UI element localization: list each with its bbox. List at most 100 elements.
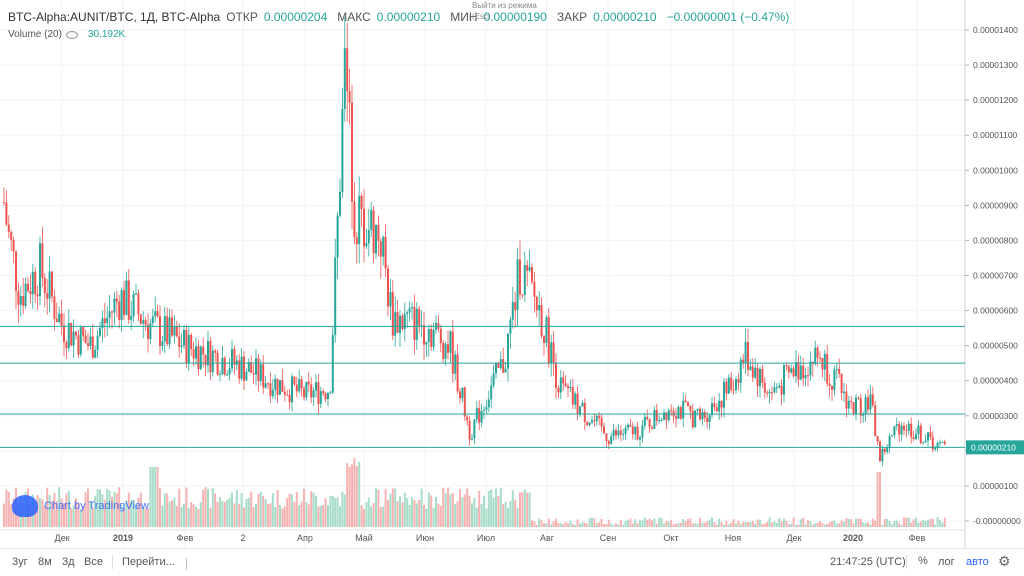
candle-body[interactable] bbox=[713, 403, 716, 408]
candle-body[interactable] bbox=[787, 366, 790, 373]
candle-body[interactable] bbox=[559, 377, 562, 393]
candle-body[interactable] bbox=[15, 251, 17, 291]
candle-body[interactable] bbox=[214, 350, 217, 353]
candle-body[interactable] bbox=[543, 336, 545, 343]
candle-body[interactable] bbox=[264, 383, 267, 388]
candle-body[interactable] bbox=[89, 336, 92, 347]
candle-body[interactable] bbox=[867, 397, 869, 410]
log-scale-toggle[interactable]: лог bbox=[938, 556, 955, 568]
candle-body[interactable] bbox=[91, 336, 94, 358]
candle-body[interactable] bbox=[291, 376, 293, 403]
candle-body[interactable] bbox=[223, 357, 226, 375]
candle-body[interactable] bbox=[139, 314, 142, 324]
candle-body[interactable] bbox=[123, 290, 125, 315]
clock-readout[interactable]: 21:47:25 (UTC) bbox=[830, 556, 906, 568]
candle-body[interactable] bbox=[888, 435, 891, 448]
candle-body[interactable] bbox=[550, 342, 553, 364]
candle-body[interactable] bbox=[250, 362, 253, 373]
candle-body[interactable] bbox=[346, 48, 349, 92]
candle-body[interactable] bbox=[852, 402, 855, 415]
candle-body[interactable] bbox=[51, 271, 53, 297]
candle-body[interactable] bbox=[797, 362, 800, 380]
candle-body[interactable] bbox=[557, 388, 560, 393]
candle-body[interactable] bbox=[324, 393, 327, 400]
candle-body[interactable] bbox=[773, 387, 776, 393]
candle-body[interactable] bbox=[444, 344, 447, 359]
candle-body[interactable] bbox=[862, 414, 865, 416]
candle-body[interactable] bbox=[864, 397, 867, 415]
candle-body[interactable] bbox=[82, 327, 85, 336]
candle-body[interactable] bbox=[437, 322, 440, 329]
candle-body[interactable] bbox=[370, 210, 373, 231]
candle-body[interactable] bbox=[94, 349, 97, 358]
candle-body[interactable] bbox=[283, 391, 286, 395]
candle-body[interactable] bbox=[29, 290, 32, 295]
candle-body[interactable] bbox=[487, 399, 490, 408]
candle-body[interactable] bbox=[154, 311, 157, 317]
candle-body[interactable] bbox=[204, 354, 207, 366]
candle-body[interactable] bbox=[893, 426, 896, 436]
candle-body[interactable] bbox=[156, 311, 159, 317]
percent-scale-toggle[interactable]: % bbox=[918, 555, 928, 567]
candle-body[interactable] bbox=[19, 296, 22, 305]
candle-body[interactable] bbox=[679, 407, 682, 419]
candle-body[interactable] bbox=[574, 393, 577, 405]
candle-body[interactable] bbox=[715, 407, 718, 412]
candle-body[interactable] bbox=[411, 306, 413, 309]
candle-body[interactable] bbox=[48, 271, 51, 299]
candle-body[interactable] bbox=[744, 341, 747, 363]
candle-body[interactable] bbox=[305, 381, 308, 398]
candle-body[interactable] bbox=[65, 342, 68, 349]
candle-body[interactable] bbox=[579, 406, 581, 415]
candle-body[interactable] bbox=[39, 243, 41, 297]
candle-body[interactable] bbox=[876, 436, 879, 442]
candle-body[interactable] bbox=[396, 312, 399, 333]
candle-body[interactable] bbox=[31, 271, 34, 295]
exit-mode-tooltip[interactable]: Выйти из режима (Esc) bbox=[472, 1, 537, 21]
candle-body[interactable] bbox=[430, 329, 433, 347]
candle-body[interactable] bbox=[130, 316, 133, 320]
candle-body[interactable] bbox=[379, 241, 382, 257]
candle-body[interactable] bbox=[756, 367, 759, 387]
candle-body[interactable] bbox=[17, 290, 20, 305]
candle-body[interactable] bbox=[269, 383, 272, 397]
candle-body[interactable] bbox=[646, 417, 649, 420]
candle-body[interactable] bbox=[202, 346, 205, 355]
candle-body[interactable] bbox=[684, 400, 687, 403]
candle-body[interactable] bbox=[694, 410, 697, 428]
candle-body[interactable] bbox=[10, 231, 13, 240]
candle-body[interactable] bbox=[96, 335, 99, 350]
candle-body[interactable] bbox=[761, 368, 764, 383]
candle-body[interactable] bbox=[619, 430, 622, 435]
candle-body[interactable] bbox=[840, 373, 843, 394]
candle-body[interactable] bbox=[833, 369, 836, 390]
candle-body[interactable] bbox=[5, 202, 8, 225]
candle-body[interactable] bbox=[754, 367, 757, 378]
candle-body[interactable] bbox=[778, 385, 781, 388]
candle-body[interactable] bbox=[879, 441, 881, 462]
candle-body[interactable] bbox=[605, 433, 608, 442]
candle-body[interactable] bbox=[907, 423, 910, 431]
candle-body[interactable] bbox=[696, 408, 699, 411]
candle-body[interactable] bbox=[917, 425, 920, 434]
candle-body[interactable] bbox=[161, 341, 164, 346]
candle-body[interactable] bbox=[363, 208, 365, 247]
candle-body[interactable] bbox=[137, 293, 140, 315]
candle-body[interactable] bbox=[257, 358, 260, 382]
candle-body[interactable] bbox=[103, 318, 106, 324]
candle-body[interactable] bbox=[63, 325, 65, 343]
candle-body[interactable] bbox=[408, 308, 411, 313]
candle-body[interactable] bbox=[845, 391, 848, 409]
candle-body[interactable] bbox=[115, 298, 118, 302]
candle-body[interactable] bbox=[70, 322, 73, 346]
candle-body[interactable] bbox=[233, 348, 236, 365]
candle-body[interactable] bbox=[703, 412, 706, 418]
candle-body[interactable] bbox=[403, 314, 406, 330]
candle-body[interactable] bbox=[595, 415, 598, 422]
candle-body[interactable] bbox=[535, 296, 538, 311]
candle-body[interactable] bbox=[151, 316, 154, 324]
candle-body[interactable] bbox=[631, 426, 634, 435]
candle-body[interactable] bbox=[293, 376, 296, 385]
candle-body[interactable] bbox=[804, 375, 807, 379]
candle-body[interactable] bbox=[581, 402, 584, 407]
